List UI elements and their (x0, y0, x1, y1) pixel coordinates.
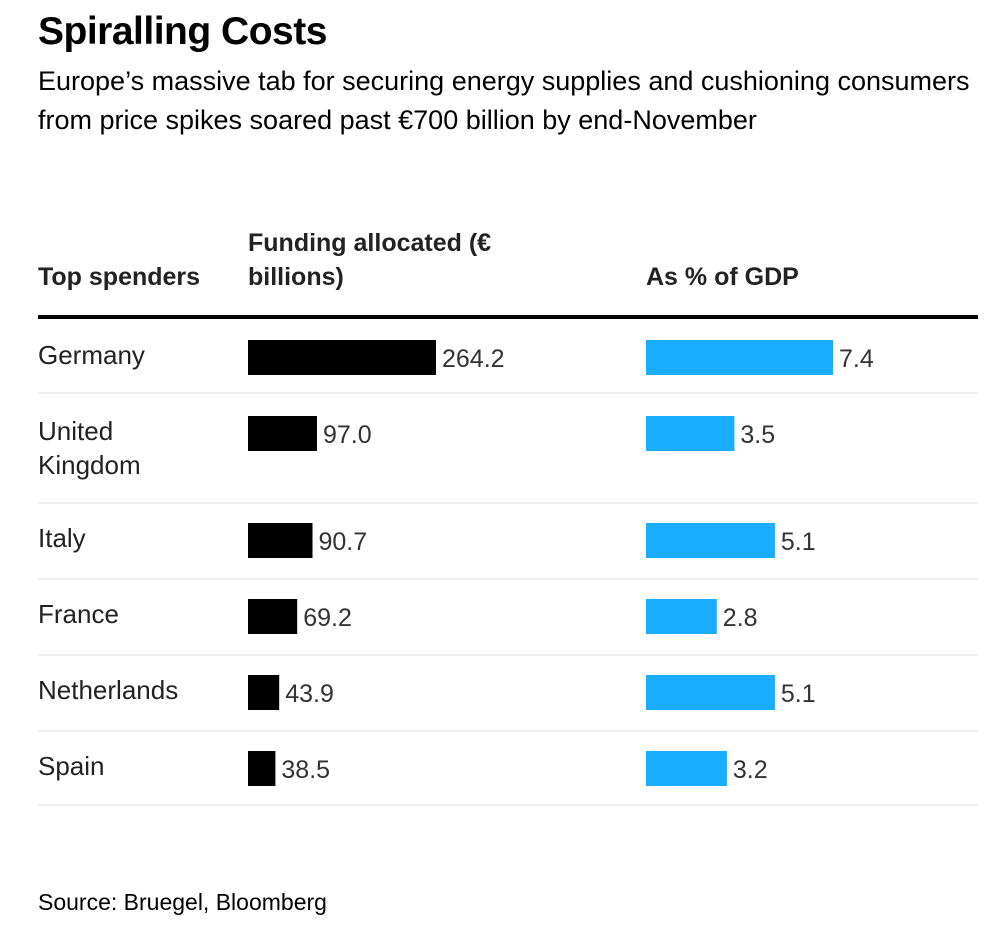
gdp-bar (646, 416, 735, 451)
gdp-value-label: 3.2 (733, 756, 768, 784)
funding-value-label: 43.9 (285, 680, 334, 708)
header-rule (38, 315, 978, 319)
funding-bar (248, 416, 317, 451)
funding-bar (248, 599, 298, 634)
gdp-value-label: 5.1 (781, 680, 816, 708)
chart-title: Spiralling Costs (38, 10, 327, 53)
funding-bar (248, 675, 280, 710)
gdp-bar (646, 340, 833, 375)
row-label: Netherlands (38, 675, 178, 705)
funding-value-label: 90.7 (319, 528, 368, 556)
column-header-funding: Funding allocated (€ billions) (248, 229, 492, 291)
funding-value-label: 69.2 (303, 604, 352, 632)
gdp-value-label: 7.4 (839, 345, 874, 373)
chart-subtitle: Europe’s massive tab for securing energy… (38, 66, 970, 135)
row-label: Italy (38, 523, 86, 553)
chart-source: Source: Bruegel, Bloomberg (38, 889, 327, 915)
gdp-bar (646, 523, 775, 558)
funding-value-label: 97.0 (323, 421, 372, 449)
gdp-value-label: 5.1 (781, 528, 816, 556)
row-label: Spain (38, 751, 105, 781)
funding-value-label: 38.5 (281, 756, 330, 784)
gdp-value-label: 2.8 (723, 604, 758, 632)
row-label: Kingdom (38, 450, 141, 480)
funding-value-label: 264.2 (442, 345, 505, 373)
gdp-bar (646, 675, 775, 710)
gdp-bar (646, 599, 717, 634)
row-label: United (38, 416, 113, 446)
funding-bar (248, 340, 436, 375)
funding-bar (248, 523, 313, 558)
gdp-bar (646, 751, 727, 786)
funding-bar (248, 751, 276, 786)
row-label: France (38, 599, 119, 629)
column-header-country: Top spenders (38, 263, 201, 291)
column-header-gdp: As % of GDP (646, 263, 799, 291)
row-label: Germany (38, 340, 145, 370)
gdp-value-label: 3.5 (740, 421, 775, 449)
